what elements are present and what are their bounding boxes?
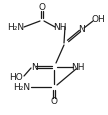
- Text: NH: NH: [53, 23, 67, 32]
- Text: N: N: [31, 63, 37, 72]
- Text: NH: NH: [71, 63, 85, 72]
- Text: O: O: [51, 97, 57, 106]
- Text: O: O: [38, 3, 45, 12]
- Text: HO: HO: [9, 73, 23, 82]
- Text: N: N: [79, 25, 85, 34]
- Text: H₂N: H₂N: [7, 23, 25, 32]
- Text: H₂N: H₂N: [13, 83, 31, 92]
- Text: OH: OH: [91, 15, 105, 24]
